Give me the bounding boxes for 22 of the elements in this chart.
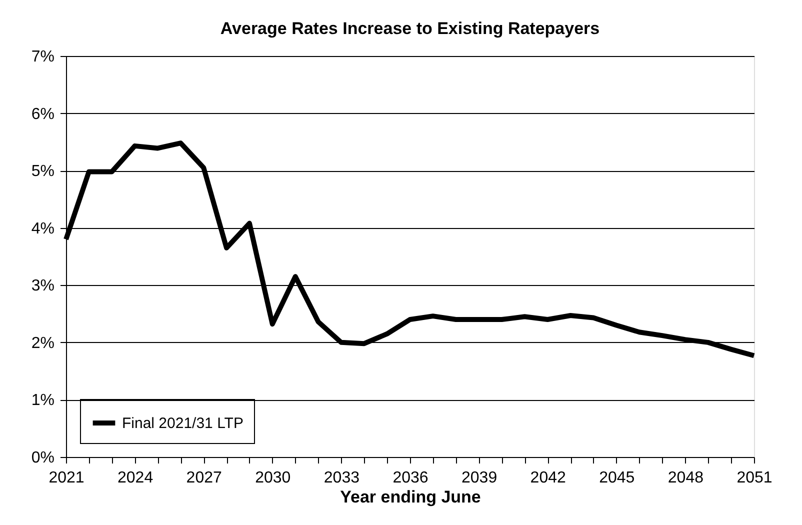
x-tick-label: 2033 — [324, 470, 360, 486]
x-tick-label: 2024 — [118, 470, 154, 486]
x-tick-label: 2036 — [392, 470, 428, 486]
chart-title: Average Rates Increase to Existing Ratepayers — [220, 19, 600, 38]
x-tick-label: 2042 — [530, 470, 566, 486]
y-tick-label: 7% — [31, 48, 54, 66]
y-tick-label: 1% — [31, 392, 54, 410]
y-tick-label: 0% — [31, 450, 54, 466]
y-tick-label: 3% — [31, 278, 54, 295]
x-axis-title: Year ending June — [340, 488, 481, 506]
x-tick-label: 2039 — [462, 470, 498, 486]
y-tick-label: 2% — [31, 334, 54, 352]
x-tick-label: 2051 — [736, 470, 772, 486]
y-tick-label: 4% — [31, 220, 54, 238]
x-tick-label: 2048 — [668, 470, 704, 486]
x-tick-label: 2027 — [186, 470, 222, 486]
x-tick-label: 2030 — [255, 470, 291, 486]
x-tick-label: 2045 — [599, 470, 635, 486]
x-tick-label: 2021 — [48, 470, 84, 486]
y-tick-label: 6% — [31, 106, 54, 123]
legend-label: Final 2021/31 LTP — [122, 415, 244, 432]
y-tick-label: 5% — [31, 163, 54, 180]
